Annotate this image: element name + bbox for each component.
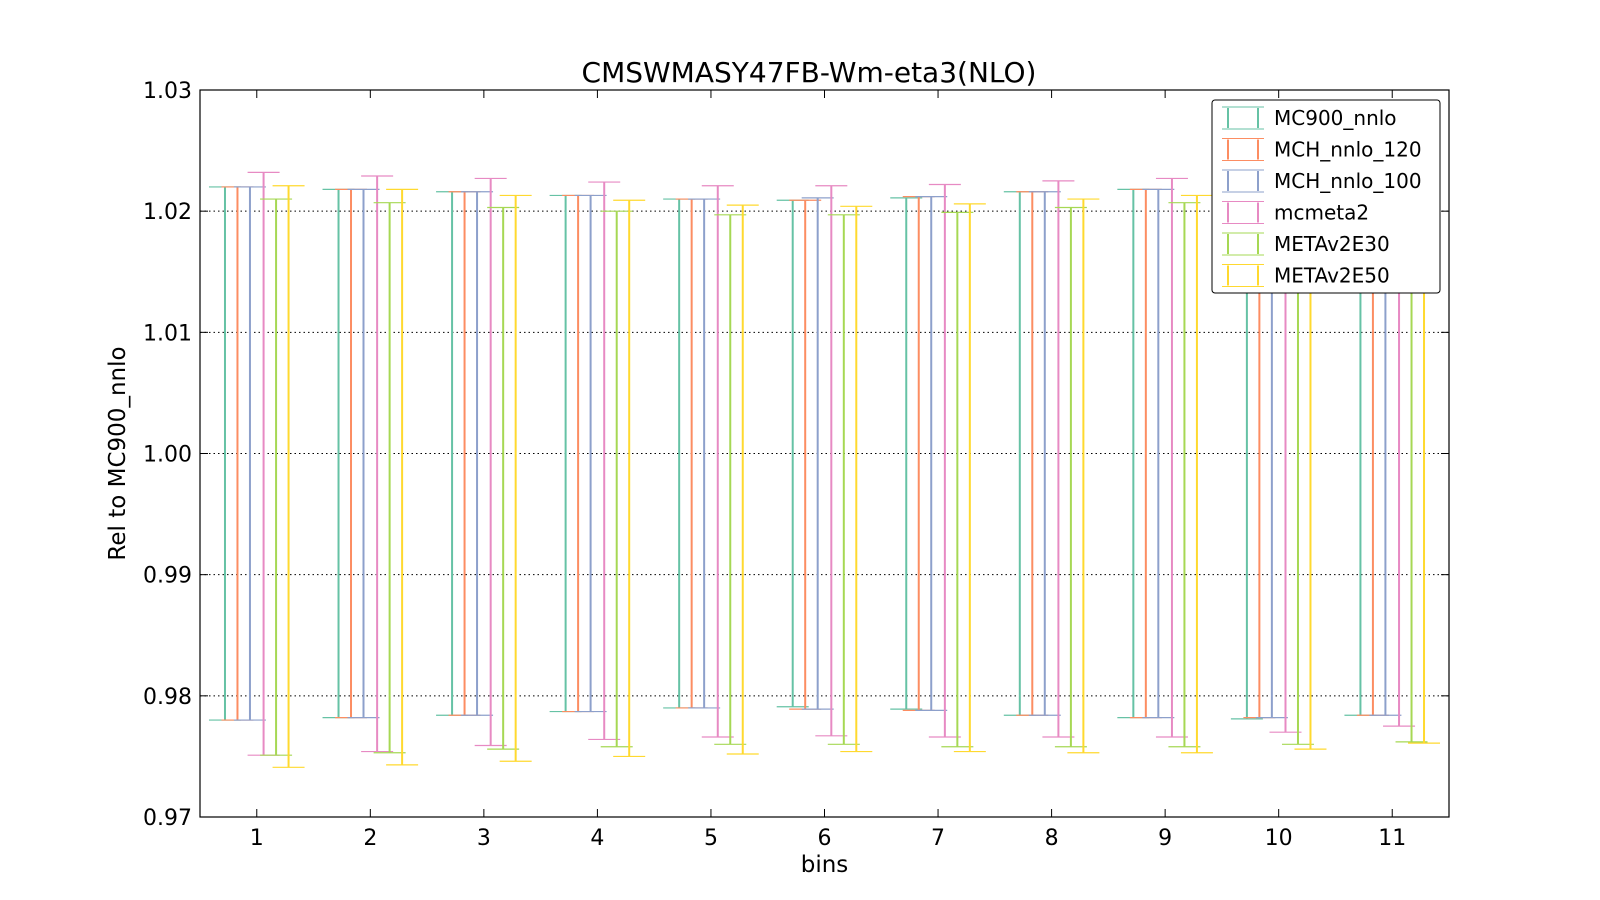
y-tick-label: 1.02 (143, 200, 192, 225)
y-tick-label: 1.03 (143, 79, 192, 104)
x-tick-label: 5 (704, 826, 718, 851)
y-tick-label: 0.97 (143, 806, 192, 831)
y-tick-label: 0.98 (143, 685, 192, 710)
axis-ticks: 0.97 0.98 0.99 1.00 1.01 1.02 1.03 1 2 3 4 5 6 7 8 9 10 1… (143, 79, 1449, 851)
series-MCH_nnlo_100 (233, 186, 1402, 721)
legend-entry: METAv2E30 (1222, 232, 1390, 256)
x-tick-label: 2 (363, 826, 377, 851)
x-tick-label: 9 (1158, 826, 1172, 851)
x-tick-label: 11 (1378, 826, 1406, 851)
legend-label: MCH_nnlo_100 (1274, 169, 1422, 193)
y-tick-label: 0.99 (143, 564, 192, 589)
legend-entry: MCH_nnlo_100 (1222, 169, 1422, 193)
legend-entry: MC900_nnlo (1222, 106, 1397, 130)
x-tick-label: 1 (250, 826, 264, 851)
legend-label: MCH_nnlo_120 (1274, 138, 1422, 162)
legend-entry: MCH_nnlo_120 (1222, 138, 1422, 162)
legend-label: METAv2E30 (1274, 232, 1390, 256)
legend-label: METAv2E50 (1274, 264, 1390, 288)
x-tick-label: 7 (931, 826, 945, 851)
legend-entry: mcmeta2 (1222, 201, 1369, 225)
x-axis-label: bins (801, 852, 849, 878)
x-tick-label: 3 (477, 826, 491, 851)
x-tick-label: 8 (1045, 826, 1059, 851)
legend-label: mcmeta2 (1274, 201, 1369, 225)
chart-title: CMSWMASY47FB-Wm-eta3(NLO) (582, 56, 1037, 89)
x-tick-label: 6 (818, 826, 832, 851)
y-axis-label: Rel to MC900_nnlo (105, 346, 131, 560)
series-MCH_nnlo_120 (221, 186, 1389, 721)
y-tick-label: 1.01 (143, 321, 192, 346)
x-tick-label: 4 (590, 826, 604, 851)
legend-box (1211, 99, 1441, 294)
x-tick-label: 10 (1265, 826, 1293, 851)
y-tick-label: 1.00 (143, 443, 192, 468)
legend: MC900_nnlo MCH_nnlo_120 MCH_nnlo_100mcmeta… (1211, 99, 1441, 294)
series-METAv2E50 (272, 185, 1441, 768)
legend-label: MC900_nnlo (1274, 106, 1397, 130)
legend-entry: METAv2E50 (1222, 264, 1390, 288)
